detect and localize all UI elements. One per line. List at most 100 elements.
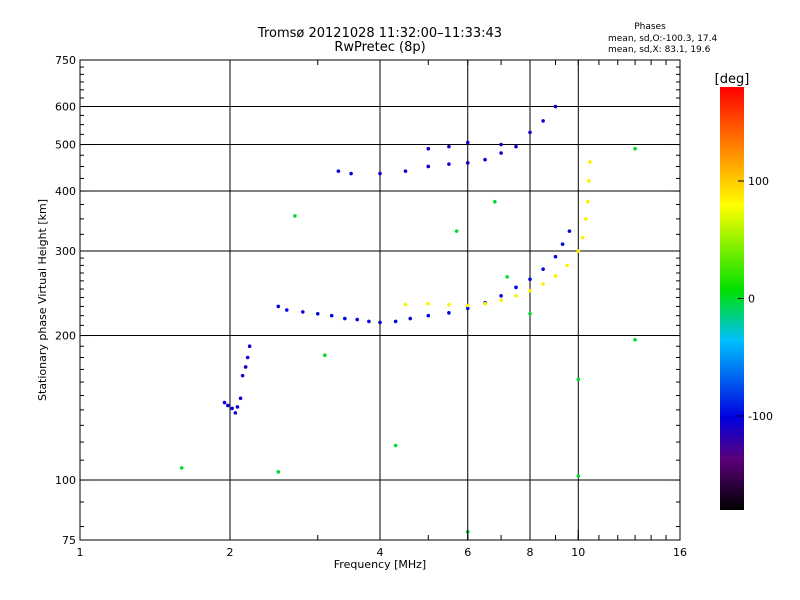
data-point <box>403 169 408 173</box>
phases-x-stats: mean, sd,X: 83.1, 19.6 <box>608 45 711 55</box>
data-point <box>587 179 591 183</box>
data-point <box>528 277 532 282</box>
data-point <box>588 160 592 164</box>
data-point <box>633 146 637 151</box>
data-point <box>528 130 532 135</box>
data-point <box>301 310 305 314</box>
y-tick-label: 100 <box>55 474 76 487</box>
data-point <box>465 161 470 165</box>
x-tick-label: 2 <box>227 546 234 559</box>
data-point <box>343 316 347 321</box>
data-point <box>560 242 565 246</box>
data-point <box>483 157 487 162</box>
x-tick-label: 16 <box>673 546 687 559</box>
y-tick-label: 500 <box>55 139 76 152</box>
data-point <box>378 320 382 325</box>
data-point <box>245 355 250 360</box>
data-point <box>541 282 545 286</box>
x-tick-label: 1 <box>77 546 84 559</box>
phases-o-stats: mean, sd,O:-100.3, 17.4 <box>608 34 718 44</box>
data-point <box>541 119 545 123</box>
colorbar-tick-label: -100 <box>748 410 773 423</box>
data-point <box>528 311 532 316</box>
data-point <box>323 353 327 357</box>
data-point <box>426 146 431 151</box>
data-point <box>465 303 470 308</box>
data-point <box>586 199 590 204</box>
colorbar-label: [deg] <box>715 72 750 87</box>
data-point <box>447 144 451 149</box>
data-point <box>565 263 569 268</box>
data-point <box>514 144 518 149</box>
data-point <box>465 140 470 145</box>
x-axis-label: Frequency [MHz] <box>334 558 426 571</box>
data-point <box>583 217 588 221</box>
x-tick-label: 10 <box>571 546 585 559</box>
data-point <box>553 104 558 109</box>
grid-lines <box>80 60 680 540</box>
data-point <box>426 164 431 169</box>
y-tick-label: 75 <box>62 534 76 547</box>
data-point <box>235 405 240 409</box>
chart-title: Tromsø 20121028 11:32:00–11:33:43 <box>257 26 503 41</box>
y-axis-label: Stationary phase Virtual Height [km] <box>36 199 49 401</box>
data-point <box>230 406 234 411</box>
data-point <box>378 171 382 176</box>
data-point <box>499 151 503 155</box>
colorbar-tick-label: 100 <box>748 175 769 188</box>
data-point <box>426 313 431 318</box>
data-point <box>426 301 431 306</box>
data-point <box>499 293 503 298</box>
data-point <box>576 249 581 253</box>
data-point <box>247 344 252 349</box>
data-point <box>243 365 248 369</box>
data-point <box>567 229 572 233</box>
data-point <box>276 470 281 474</box>
colorbar-ticks: 100 0 -100 <box>738 175 773 423</box>
y-tick-label: 200 <box>55 330 76 343</box>
data-point <box>541 267 545 271</box>
data-point <box>403 302 408 307</box>
x-tick-label: 8 <box>527 546 534 559</box>
colorbar-tick-label: 0 <box>748 293 755 306</box>
data-point <box>408 316 413 321</box>
data-point <box>367 319 371 324</box>
y-tick-label: 750 <box>55 54 76 67</box>
data-point <box>233 411 238 415</box>
data-point <box>576 474 581 478</box>
data-point <box>336 169 341 173</box>
data-point <box>528 288 532 293</box>
data-point <box>576 377 581 382</box>
axis-ticks: 1 2 4 6 8 10 16 75 100 200 300 400 500 600 750 <box>55 54 687 559</box>
data-point <box>284 308 289 312</box>
data-point <box>222 400 227 405</box>
data-point <box>329 313 334 318</box>
data-point <box>514 293 518 298</box>
data-point <box>240 373 245 378</box>
x-tick-label: 4 <box>377 546 384 559</box>
chart-subtitle: RwPretec (8p) <box>334 40 426 55</box>
data-point <box>633 337 637 342</box>
data-point <box>447 311 451 315</box>
data-point <box>447 162 451 166</box>
data-point <box>393 443 398 448</box>
data-point <box>483 301 487 306</box>
data-point <box>553 274 558 278</box>
data-point <box>514 285 518 290</box>
data-point <box>238 396 243 401</box>
data-point <box>349 171 353 176</box>
data-point <box>226 403 230 408</box>
data-point <box>499 298 503 302</box>
data-point <box>499 142 503 147</box>
data-point <box>179 466 184 470</box>
data-point <box>553 254 558 259</box>
y-tick-label: 300 <box>55 245 76 258</box>
data-point <box>505 275 509 279</box>
data-point <box>465 306 470 311</box>
data-points <box>179 104 637 534</box>
x-tick-label: 6 <box>464 546 471 559</box>
data-point <box>393 319 398 324</box>
data-point <box>315 311 320 316</box>
data-point <box>454 229 459 233</box>
